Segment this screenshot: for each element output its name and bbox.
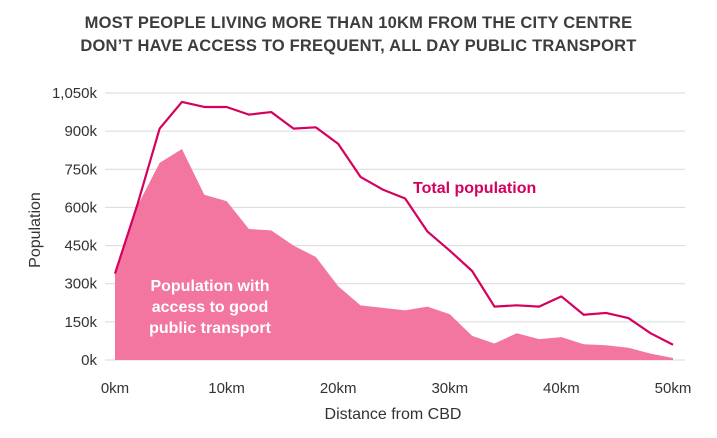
chart-title: MOST PEOPLE LIVING MORE THAN 10KM FROM T… xyxy=(0,12,717,58)
y-axis-ticks: 0k 150k 300k 450k 600k 750k 900k 1,050k xyxy=(52,85,98,369)
x-tick-label: 30km xyxy=(431,380,468,397)
series-label-access: Population with access to good public tran… xyxy=(149,278,271,337)
y-tick-label: 900k xyxy=(64,123,97,140)
x-tick-label: 10km xyxy=(208,380,245,397)
series-label-access-line-1: Population with xyxy=(150,278,269,295)
series-area-access xyxy=(115,148,673,360)
y-tick-label: 150k xyxy=(64,314,97,331)
series-label-access-line-2: access to good xyxy=(152,299,268,316)
x-tick-label: 0km xyxy=(101,380,129,397)
x-axis-title: Distance from CBD xyxy=(325,406,462,423)
chart-title-line-1: MOST PEOPLE LIVING MORE THAN 10KM FROM T… xyxy=(84,14,633,32)
line-layer xyxy=(113,100,674,346)
chart-title-line-2: DON’T HAVE ACCESS TO FREQUENT, ALL DAY P… xyxy=(80,37,637,55)
x-axis-ticks: 0km 10km 20km 30km 40km 50km xyxy=(101,380,692,397)
y-axis-title: Population xyxy=(27,192,44,268)
y-tick-label: 600k xyxy=(64,199,97,216)
y-tick-label: 750k xyxy=(64,161,97,178)
y-tick-label: 0k xyxy=(81,352,97,369)
x-tick-label: 50km xyxy=(655,380,692,397)
y-tick-label: 300k xyxy=(64,276,97,293)
y-tick-label: 1,050k xyxy=(52,85,98,102)
x-tick-label: 40km xyxy=(543,380,580,397)
series-line-total-population xyxy=(113,100,674,346)
x-tick-label: 20km xyxy=(320,380,357,397)
y-tick-label: 450k xyxy=(64,238,97,255)
area-layer xyxy=(115,148,673,360)
series-label-access-line-3: public transport xyxy=(149,320,271,337)
series-label-total-population: Total population xyxy=(413,180,536,197)
